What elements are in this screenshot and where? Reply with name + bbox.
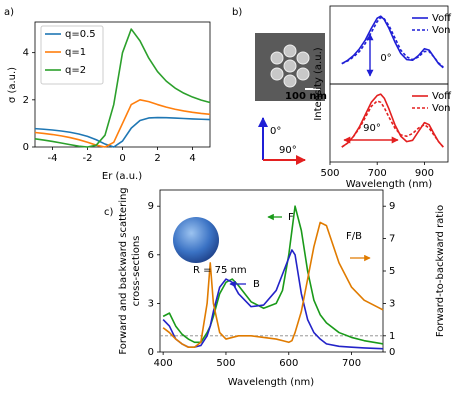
y-axis-label: Forward and backward scattering	[118, 187, 129, 354]
y2-tick-label: 7	[389, 234, 395, 245]
series-line	[34, 99, 211, 148]
x-tick-label: 600	[279, 358, 298, 369]
x-axis-label: Wavelength (nm)	[228, 377, 314, 388]
y-axis-label: cross-sections	[131, 236, 142, 307]
x-axis-label: Er (a.u.)	[102, 171, 142, 182]
series-line	[341, 100, 444, 148]
series-line	[34, 116, 211, 148]
x-tick-label: 4	[189, 153, 195, 164]
plot-frame	[329, 5, 449, 85]
legend-label: q=2	[65, 65, 86, 76]
x-tick-label: 700	[368, 168, 387, 179]
y2-tick-label: 0	[389, 347, 395, 358]
annotation: 90°	[363, 123, 381, 134]
series-line	[162, 205, 384, 345]
polarization-icon	[258, 117, 306, 165]
x-axis-label: Wavelength (nm)	[346, 179, 432, 190]
x-tick-label: 0	[119, 153, 125, 164]
y2-tick-label: 1	[389, 331, 395, 342]
x-tick-label: 400	[154, 358, 173, 369]
x-tick-label: 2	[154, 153, 160, 164]
series-label: F	[288, 212, 294, 223]
legend-label: q=1	[65, 47, 86, 58]
x-tick-label: -4	[48, 153, 58, 164]
annotation: R = 75 nm	[193, 265, 247, 276]
y2-tick-label: 9	[389, 201, 395, 212]
polarization-label: 0°	[270, 126, 281, 137]
sphere-icon	[173, 217, 219, 263]
legend-label: Von	[432, 103, 451, 114]
x-tick-label: 500	[320, 168, 339, 179]
y-tick-label: 0	[23, 142, 29, 153]
panel-label: a)	[4, 7, 14, 18]
series-line	[34, 28, 211, 148]
y2-axis-label: Forward-to-backward ratio	[435, 205, 446, 337]
panel-label: c)	[104, 207, 113, 218]
legend-label: Voff	[432, 91, 452, 102]
series-label: B	[253, 279, 260, 290]
legend-label: Voff	[432, 13, 452, 24]
x-tick-label: 900	[415, 168, 434, 179]
y-axis-label: σ (a.u.)	[7, 67, 18, 103]
y2-tick-label: 5	[389, 266, 395, 277]
y-tick-label: 0	[148, 347, 154, 358]
scale-bar-label: 100 nm	[285, 91, 327, 102]
series-line	[162, 221, 384, 348]
y-tick-label: 4	[23, 48, 29, 59]
y-tick-label: 3	[148, 298, 154, 309]
legend-label: q=0.5	[65, 29, 96, 40]
legend-label: Von	[432, 25, 451, 36]
panel-label: b)	[232, 7, 242, 18]
plot-frame	[329, 83, 449, 163]
sem-image	[255, 33, 325, 101]
x-tick-label: 500	[216, 358, 235, 369]
y2-tick-label: 3	[389, 298, 395, 309]
y-tick-label: 6	[148, 250, 154, 261]
x-tick-label: -2	[83, 153, 93, 164]
series-line	[341, 16, 444, 68]
y-tick-label: 9	[148, 201, 154, 212]
y-axis-label: Intensity (a.u.)	[313, 47, 324, 120]
series-label: F/B	[346, 231, 362, 242]
polarization-label: 90°	[279, 145, 297, 156]
y-tick-label: 2	[23, 95, 29, 106]
annotation: 0°	[380, 53, 391, 64]
series-line	[341, 93, 444, 148]
x-tick-label: 700	[342, 358, 361, 369]
series-line	[341, 15, 444, 69]
